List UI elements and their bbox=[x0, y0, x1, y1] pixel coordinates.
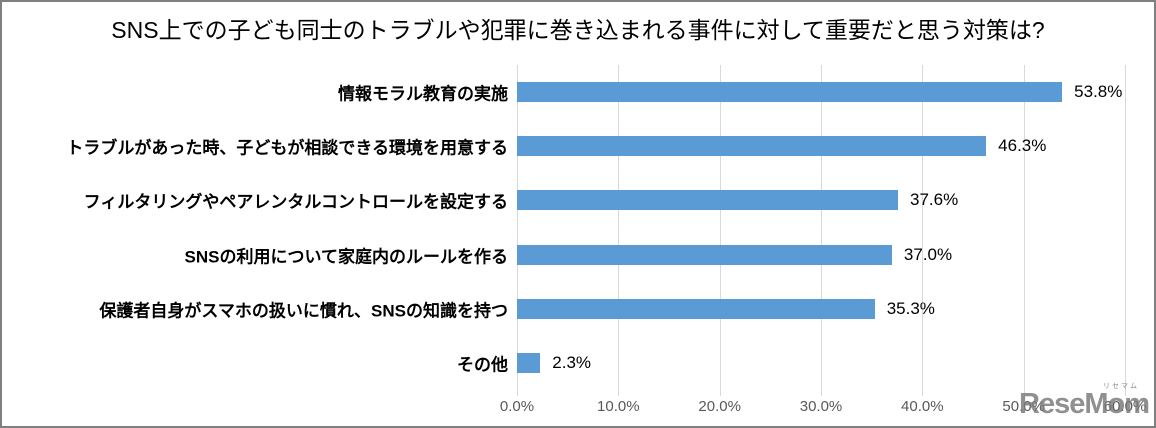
x-axis-tick-label: 60.0% bbox=[1103, 398, 1147, 415]
x-axis: 0.0% 10.0% 20.0% 30.0% 40.0% 50.0% 60.0% bbox=[2, 398, 1156, 418]
value-label: 2.3% bbox=[552, 352, 592, 372]
axis-tick bbox=[618, 390, 620, 396]
gridline-20.0% bbox=[719, 65, 721, 396]
table-row: SNSの利用について家庭内のルールを作る 37.0% bbox=[2, 228, 1156, 282]
bar-rows: 情報モラル教育の実施 53.8% トラブルがあった時、子どもが相談できる環境を用意す… bbox=[2, 65, 1156, 390]
bar-segment bbox=[517, 136, 987, 157]
value-label: 37.6% bbox=[910, 190, 959, 210]
value-label: 46.3% bbox=[998, 136, 1047, 156]
gridline-30.0% bbox=[821, 65, 822, 396]
category-label: SNSの利用について家庭内のルールを作る bbox=[184, 247, 508, 267]
value-label: 53.8% bbox=[1074, 82, 1123, 102]
value-label: 35.3% bbox=[886, 298, 935, 318]
axis-tick bbox=[1023, 390, 1025, 396]
axis-tick bbox=[1125, 390, 1126, 396]
gridline-60.0% bbox=[1125, 65, 1126, 396]
bar-segment bbox=[517, 190, 898, 211]
table-row: 情報モラル教育の実施 53.8% bbox=[2, 65, 1156, 119]
axis-tick bbox=[821, 390, 822, 396]
category-label: その他 bbox=[457, 355, 508, 375]
bar-segment bbox=[517, 352, 541, 373]
category-label: 情報モラル教育の実施 bbox=[338, 84, 508, 104]
gridline-50.0% bbox=[1023, 65, 1025, 396]
x-axis-tick-label: 40.0% bbox=[901, 398, 944, 415]
axis-tick bbox=[719, 390, 721, 396]
table-row: フィルタリングやペアレンタルコントロールを設定する 37.6% bbox=[2, 173, 1156, 227]
chart-title: SNS上での子ども同士のトラブルや犯罪に巻き込まれる事件に対して重要だと思う対策… bbox=[111, 17, 1045, 43]
table-row: その他 2.3% bbox=[2, 336, 1156, 390]
axis-tick bbox=[922, 390, 924, 396]
plot-area bbox=[517, 65, 1126, 396]
axis-tick bbox=[517, 390, 518, 396]
category-label: フィルタリングやペアレンタルコントロールを設定する bbox=[83, 192, 508, 212]
table-row: トラブルがあった時、子どもが相談できる環境を用意する 46.3% bbox=[2, 119, 1156, 173]
gridline-10.0% bbox=[618, 65, 620, 396]
bar-segment bbox=[517, 298, 875, 319]
gridline-0.0% bbox=[517, 65, 518, 396]
x-axis-tick-label: 30.0% bbox=[799, 398, 843, 415]
x-axis-tick-label: 20.0% bbox=[698, 398, 741, 415]
gridline-40.0% bbox=[922, 65, 924, 396]
x-axis-tick-label: 10.0% bbox=[597, 398, 640, 415]
table-row: 保護者自身がスマホの扱いに慣れ、SNSの知識を持つ 35.3% bbox=[2, 282, 1156, 336]
x-axis-tick-label: 0.0% bbox=[499, 398, 535, 415]
bar-segment bbox=[517, 244, 892, 265]
x-axis-tick-label: 50.0% bbox=[1002, 398, 1045, 415]
category-label: トラブルがあった時、子どもが相談できる環境を用意する bbox=[66, 138, 508, 158]
category-label: 保護者自身がスマホの扱いに慣れ、SNSの知識を持つ bbox=[99, 301, 508, 321]
bar-segment bbox=[517, 82, 1063, 103]
value-label: 37.0% bbox=[903, 244, 953, 264]
